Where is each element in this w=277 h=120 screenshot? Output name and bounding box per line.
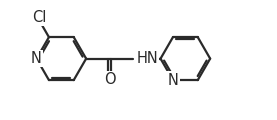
Text: O: O <box>104 72 116 87</box>
Text: N: N <box>168 73 178 88</box>
Text: N: N <box>31 51 42 66</box>
Text: Cl: Cl <box>32 10 46 25</box>
Text: HN: HN <box>136 51 158 66</box>
